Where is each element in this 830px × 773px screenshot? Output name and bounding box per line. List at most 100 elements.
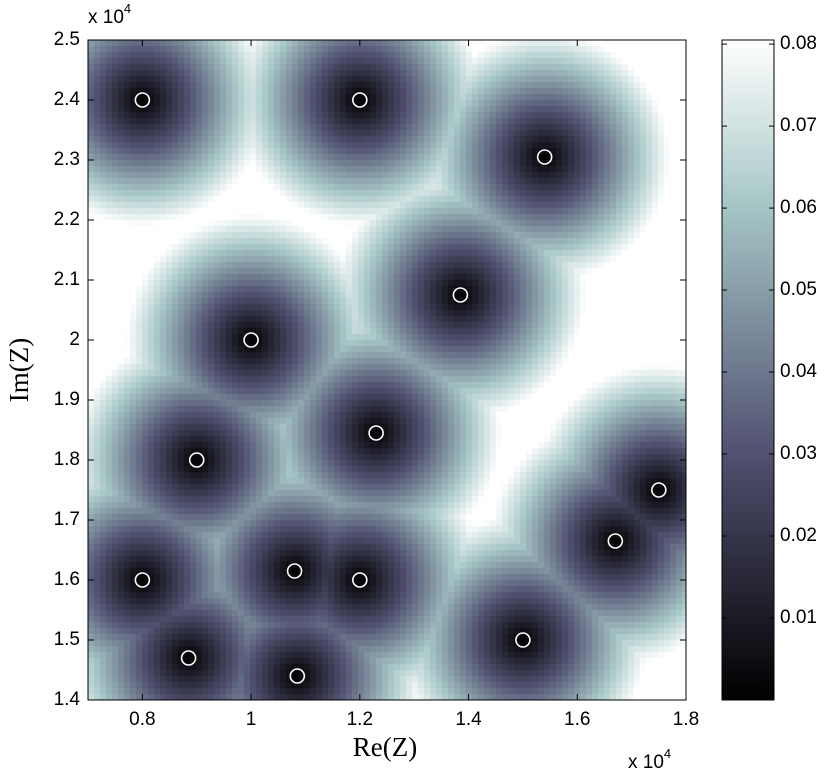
field-cell xyxy=(430,274,437,281)
field-cell xyxy=(592,178,599,185)
field-cell xyxy=(562,100,569,107)
field-cell xyxy=(496,58,503,65)
field-cell xyxy=(268,136,275,143)
field-cell xyxy=(118,220,125,227)
field-cell xyxy=(298,40,305,47)
field-cell xyxy=(574,106,581,113)
field-cell xyxy=(304,232,311,239)
field-cell xyxy=(472,328,479,335)
field-cell xyxy=(520,268,527,275)
field-cell xyxy=(376,304,383,311)
field-cell xyxy=(226,334,233,341)
field-cell xyxy=(550,214,557,221)
field-cell xyxy=(682,250,687,257)
field-cell xyxy=(646,112,653,119)
field-cell xyxy=(412,286,419,293)
field-cell xyxy=(460,46,467,53)
field-cell xyxy=(568,190,575,197)
field-cell xyxy=(610,202,617,209)
field-cell xyxy=(310,298,317,305)
field-cell xyxy=(124,220,131,227)
field-cell xyxy=(658,316,665,323)
field-cell xyxy=(556,100,563,107)
field-cell xyxy=(664,88,671,95)
field-cell xyxy=(154,202,161,209)
field-cell xyxy=(232,196,239,203)
field-cell xyxy=(640,238,647,245)
field-cell xyxy=(646,196,653,203)
field-cell xyxy=(358,46,365,53)
field-cell xyxy=(580,148,587,155)
field-cell xyxy=(466,172,473,179)
field-cell xyxy=(664,274,671,281)
field-cell xyxy=(148,298,155,305)
field-cell xyxy=(148,64,155,71)
field-cell xyxy=(532,106,539,113)
field-cell xyxy=(100,106,107,113)
field-cell xyxy=(412,190,419,197)
field-cell xyxy=(418,142,425,149)
field-cell xyxy=(304,160,311,167)
field-cell xyxy=(676,70,683,77)
field-cell xyxy=(622,154,629,161)
field-cell xyxy=(322,310,329,317)
field-cell xyxy=(538,76,545,83)
field-cell xyxy=(472,250,479,257)
field-cell xyxy=(418,46,425,53)
field-cell xyxy=(322,250,329,257)
field-cell xyxy=(412,256,419,263)
field-cell xyxy=(466,130,473,137)
field-cell xyxy=(238,196,245,203)
field-cell xyxy=(676,172,683,179)
field-cell xyxy=(214,310,221,317)
field-cell xyxy=(646,244,653,251)
field-cell xyxy=(598,208,605,215)
field-cell xyxy=(376,196,383,203)
field-cell xyxy=(208,226,215,233)
field-cell xyxy=(406,310,413,317)
field-cell xyxy=(190,130,197,137)
field-cell xyxy=(526,160,533,167)
field-cell xyxy=(382,220,389,227)
field-cell xyxy=(592,316,599,323)
field-cell xyxy=(352,232,359,239)
field-cell xyxy=(448,334,455,341)
field-cell xyxy=(196,112,203,119)
field-cell xyxy=(682,70,687,77)
field-cell xyxy=(178,130,185,137)
field-cell xyxy=(400,76,407,83)
field-cell xyxy=(88,76,95,83)
field-cell xyxy=(232,88,239,95)
field-cell xyxy=(274,178,281,185)
field-cell xyxy=(304,214,311,221)
field-cell xyxy=(244,130,251,137)
field-cell xyxy=(196,142,203,149)
field-cell xyxy=(178,142,185,149)
field-cell xyxy=(322,148,329,155)
field-cell xyxy=(184,328,191,335)
field-cell xyxy=(580,46,587,53)
field-cell xyxy=(514,298,521,305)
field-cell xyxy=(496,166,503,173)
field-cell xyxy=(658,286,665,293)
field-cell xyxy=(586,202,593,209)
field-cell xyxy=(676,40,683,47)
field-cell xyxy=(502,310,509,317)
field-cell xyxy=(670,250,677,257)
field-cell xyxy=(430,178,437,185)
field-cell xyxy=(196,130,203,137)
field-cell xyxy=(610,142,617,149)
field-cell xyxy=(412,184,419,191)
field-cell xyxy=(394,172,401,179)
field-cell xyxy=(556,148,563,155)
field-cell xyxy=(604,280,611,287)
field-cell xyxy=(604,268,611,275)
field-cell xyxy=(394,124,401,131)
field-cell xyxy=(424,160,431,167)
field-cell xyxy=(436,310,443,317)
field-cell xyxy=(316,298,323,305)
field-cell xyxy=(322,154,329,161)
field-cell xyxy=(208,100,215,107)
field-cell xyxy=(640,280,647,287)
field-cell xyxy=(550,136,557,143)
